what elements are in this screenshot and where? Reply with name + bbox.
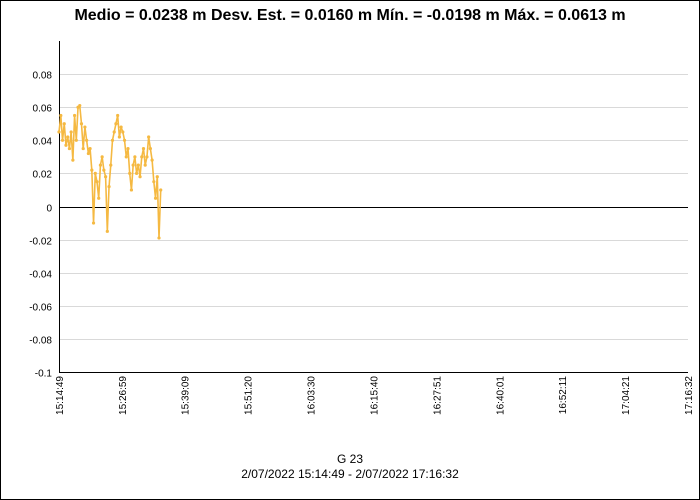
data-point bbox=[105, 229, 109, 233]
data-point bbox=[148, 146, 152, 151]
data-point bbox=[86, 151, 90, 156]
y-tick-label: 0.08 bbox=[33, 71, 53, 82]
data-point bbox=[93, 171, 97, 175]
x-tick-label: 15:14:49 bbox=[55, 376, 66, 415]
x-axis-range: 2/07/2022 15:14:49 - 2/07/2022 17:16:32 bbox=[241, 467, 459, 481]
gridlines bbox=[59, 74, 688, 340]
axes bbox=[59, 41, 688, 373]
data-point bbox=[145, 155, 149, 159]
x-tick-label: 17:16:32 bbox=[684, 376, 695, 415]
series-layer bbox=[57, 103, 163, 240]
data-point bbox=[152, 180, 156, 184]
data-point bbox=[140, 155, 144, 159]
data-point bbox=[64, 143, 68, 147]
data-point bbox=[71, 158, 75, 162]
x-tick-label: 16:15:40 bbox=[369, 376, 380, 415]
data-point bbox=[155, 175, 159, 179]
data-point bbox=[81, 146, 85, 151]
data-point bbox=[74, 138, 78, 142]
y-tick-label: 0.06 bbox=[33, 104, 53, 115]
y-tick-label: -0.08 bbox=[29, 336, 52, 347]
data-point bbox=[90, 168, 94, 172]
y-tick-label: -0.02 bbox=[29, 237, 52, 248]
data-point bbox=[98, 163, 103, 167]
data-point bbox=[112, 130, 116, 134]
x-tick-label: 15:51:20 bbox=[244, 376, 255, 415]
x-tick-label: 16:40:01 bbox=[495, 376, 506, 415]
data-point bbox=[129, 188, 134, 192]
data-point bbox=[114, 122, 118, 126]
data-point bbox=[122, 138, 127, 142]
data-point bbox=[85, 138, 89, 142]
data-point bbox=[143, 163, 147, 167]
data-point bbox=[91, 221, 96, 225]
data-point bbox=[95, 180, 99, 184]
tick-labels: 0.08 0.06 0.04 0.02 0 -0.02 -0.04 -0.06 -0.08 -0.… bbox=[29, 71, 695, 415]
y-tick-label: 0 bbox=[46, 204, 52, 215]
data-point bbox=[72, 113, 77, 118]
data-point bbox=[66, 135, 70, 139]
chart-title: Medio = 0.0238 m Desv. Est. = 0.0160 m M… bbox=[74, 7, 626, 24]
y-tick-label: 0.02 bbox=[33, 170, 53, 181]
data-point bbox=[116, 113, 120, 118]
data-point bbox=[128, 171, 132, 175]
data-point bbox=[157, 236, 161, 240]
data-point bbox=[150, 158, 154, 162]
data-point bbox=[79, 122, 84, 126]
data-point bbox=[147, 135, 151, 139]
data-point bbox=[60, 138, 65, 142]
data-point bbox=[133, 155, 137, 159]
x-tick-label: 17:04:21 bbox=[621, 376, 632, 415]
data-point bbox=[88, 146, 92, 151]
data-point bbox=[124, 155, 128, 159]
data-point bbox=[135, 171, 139, 175]
x-tick-label: 16:27:51 bbox=[432, 376, 443, 415]
data-point bbox=[119, 125, 123, 129]
x-tick-label: 16:03:30 bbox=[307, 376, 318, 415]
data-point bbox=[159, 188, 163, 192]
x-tick-label: 16:52:11 bbox=[558, 376, 569, 415]
data-point bbox=[107, 185, 111, 189]
data-point bbox=[153, 196, 158, 200]
data-point bbox=[110, 138, 115, 142]
data-point bbox=[138, 175, 142, 179]
series-line bbox=[58, 104, 162, 239]
data-point bbox=[100, 155, 104, 159]
data-point bbox=[109, 163, 113, 167]
data-point bbox=[121, 130, 125, 134]
data-point bbox=[57, 130, 61, 134]
data-point bbox=[67, 146, 72, 151]
y-tick-label: 0.04 bbox=[33, 137, 53, 148]
data-point bbox=[69, 130, 73, 134]
x-axis-title: G 23 bbox=[336, 452, 363, 466]
x-tick-label: 15:26:59 bbox=[118, 376, 129, 415]
data-point bbox=[117, 135, 121, 139]
data-point bbox=[136, 163, 140, 167]
y-tick-label: -0.1 bbox=[35, 369, 53, 380]
y-tick-label: -0.04 bbox=[29, 270, 52, 281]
data-point bbox=[83, 125, 87, 129]
data-point bbox=[126, 146, 130, 151]
y-tick-label: -0.06 bbox=[29, 303, 52, 314]
data-point bbox=[62, 122, 66, 126]
data-point bbox=[97, 196, 101, 200]
data-point bbox=[104, 175, 108, 179]
data-point bbox=[131, 163, 135, 167]
x-tick-label: 15:39:09 bbox=[181, 376, 192, 415]
data-point bbox=[102, 168, 106, 172]
data-point bbox=[78, 103, 82, 108]
data-point bbox=[59, 113, 63, 118]
data-point bbox=[141, 146, 146, 151]
